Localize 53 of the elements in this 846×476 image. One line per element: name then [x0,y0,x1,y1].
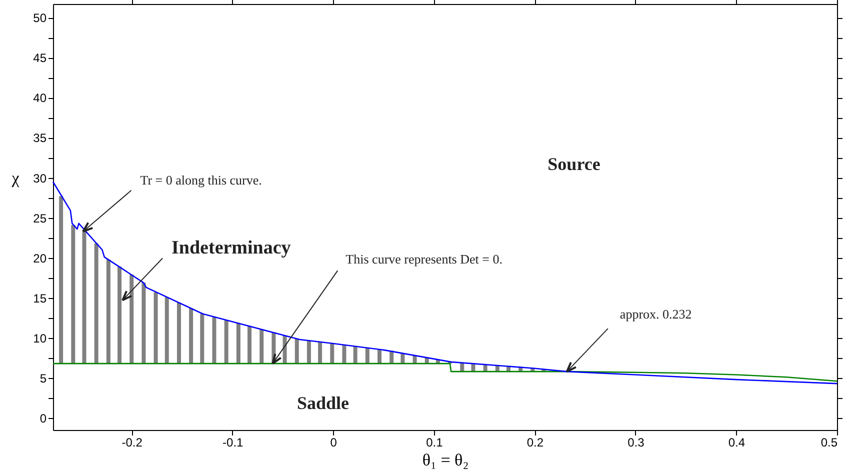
y-tick-label: 45 [33,51,47,66]
bar [200,314,204,364]
bar [94,243,98,364]
annotation: Tr = 0 along this curve. [140,172,262,188]
bar [164,297,169,364]
y-tick-label: 5 [40,371,47,386]
annotation: Saddle [296,393,350,413]
y-tick-label: 50 [33,11,47,26]
bar [118,266,122,364]
y-tick-label: 15 [33,291,47,306]
bar [318,342,322,364]
x-tick-label: 0.3 [628,436,645,450]
y-tick-label: 0 [40,411,47,426]
annotation: approx. 0.232 [620,306,692,322]
x-tick-label: -0.1 [222,436,244,450]
y-tick-label: 20 [33,251,47,266]
bar [59,196,64,364]
bar [260,329,264,364]
x-tick-label: 0.4 [728,436,746,450]
x-tick-label: 0.2 [526,436,544,450]
annotation: Source [548,154,600,174]
bar [71,225,76,364]
annotation: This curve represents Det = 0. [346,252,502,267]
x-axis-title: θ₁ = θ₂ [422,450,469,470]
x-tick-label: 0 [330,436,338,450]
bar [236,324,240,364]
y-tick-label: 35 [33,131,47,146]
bar [353,346,358,364]
bar [154,292,158,364]
bar [294,338,299,364]
bar [306,340,311,364]
bar [212,317,216,364]
bar [106,259,110,364]
bar [82,230,86,364]
bar [176,302,181,364]
y-tick-label: 30 [33,171,47,186]
x-tick-label: 0.1 [426,436,444,450]
bar [142,282,146,364]
y-tick-label: 10 [33,331,47,346]
x-tick-label: 0.5 [820,436,838,450]
bar [342,345,346,364]
bar [130,274,134,364]
y-tick-label: 25 [33,211,47,226]
bar [248,326,252,364]
line-series [52,362,838,382]
annotation: Indeterminacy [172,237,292,258]
bar [365,348,370,364]
bar [224,320,228,364]
x-tick-label: -0.2 [122,436,143,450]
bar [189,308,194,364]
bar [330,344,334,364]
y-tick-label: 40 [33,91,47,106]
y-axis-title: χ [10,168,20,188]
